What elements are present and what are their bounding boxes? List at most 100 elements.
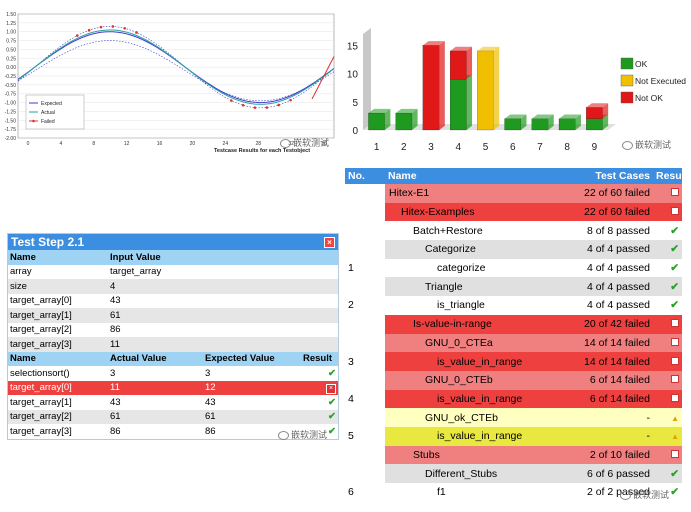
y-tick-label: 0.00 [6,65,16,71]
y-tick-label: -0.25 [5,74,17,80]
series-lower-bound [17,40,335,102]
check-icon: ✔ [670,262,679,275]
x-tick-label: 1 [374,142,380,153]
result-row[interactable]: GNU_ok_CTEb - ▲ [345,408,682,427]
fail-icon [671,188,679,197]
row-number [345,240,385,259]
row-name: Is-value-in-range [385,314,565,334]
result-row[interactable]: Hitex-E1 22 of 60 failed [345,184,682,203]
table-row[interactable]: target_array[2] 61 61 ✔ [8,409,338,424]
x-tick-label: 7 [537,142,543,153]
y-tick-label: -2.00 [5,136,17,142]
table-cell: 86 [110,425,121,437]
table-cell: 43 [110,295,121,307]
row-result: ✔ [653,464,682,483]
check-icon: ✔ [670,467,679,480]
table-cell: size [8,279,108,294]
result-row[interactable]: 6 f1 2 of 2 passed ✔ [345,483,682,502]
legend-entry: Not OK [635,93,663,103]
table-cell: target_array[2] [8,409,108,424]
check-icon: ✔ [670,280,679,293]
row-number [345,408,385,427]
failed-point [253,106,257,109]
fail-icon [671,375,679,384]
x-tick-label: 8 [564,142,570,153]
table-cell: 11 [108,380,203,395]
row-result [653,184,682,203]
result-row[interactable]: 1 categorize 4 of 4 passed ✔ [345,258,682,278]
x-tick-label: 28 [255,141,261,147]
column-header: Actual Value [108,351,203,366]
fail-icon [671,319,679,328]
row-test-cases: 4 of 4 passed [565,258,653,278]
row-name: Triangle [385,277,565,297]
fail-icon [671,393,679,402]
table-cell: target_array[1] [10,396,72,408]
row-name: Categorize [385,240,565,259]
result-row[interactable]: GNU_0_CTEb 6 of 14 failed [345,370,682,390]
table-cell: 3 [205,367,211,379]
chart-caption: Testcase Results for each Testobject [214,148,310,154]
column-header: Name [8,351,108,366]
result-row[interactable]: Stubs 2 of 10 failed [345,445,682,465]
row-test-cases: 8 of 8 passed [565,221,653,241]
table-row[interactable]: target_array[0] 43 [8,294,338,309]
table-row[interactable]: array target_array [8,265,338,280]
result-row[interactable]: 4 is_value_in_range 6 of 14 failed [345,389,682,409]
result-row[interactable]: Batch+Restore 8 of 8 passed ✔ [345,221,682,241]
failed-point [135,31,138,34]
table-cell: target_array [110,266,162,278]
table-cell: 61 [108,409,203,424]
result-row[interactable]: Different_Stubs 6 of 6 passed ✔ [345,464,682,483]
table-row[interactable]: target_array[3] 11 [8,337,338,352]
row-name: is_triangle [385,296,565,315]
column-header: Test Cases [565,168,653,184]
failed-point [289,98,292,102]
results-table: No. Name Test Cases Result Hitex-E1 22 of 60… [345,168,688,502]
result-cell: ✔ [301,409,338,424]
y-tick-label: -0.50 [5,83,17,89]
close-icon[interactable]: × [324,237,335,248]
result-row[interactable]: 2 is_triangle 4 of 4 passed ✔ [345,296,682,315]
result-row[interactable]: GNU_0_CTEa 14 of 14 failed [345,333,682,353]
table-cell: target_array[3] [8,337,108,352]
failed-point [277,103,281,107]
table-row[interactable]: selectionsort() 3 3 ✔ [8,366,338,381]
warning-icon: ▲ [671,432,679,442]
bar-segment [504,114,527,131]
table-row[interactable]: target_array[1] 61 [8,308,338,323]
x-tick-label: 20 [190,141,196,147]
result-row[interactable]: Categorize 4 of 4 passed ✔ [345,240,682,259]
table-row[interactable]: target_array[2] 86 [8,323,338,338]
row-result: ✔ [653,483,682,502]
bar-segment [368,108,391,131]
row-test-cases: 14 of 14 failed [565,333,653,353]
row-number: 1 [345,258,385,278]
row-number [345,370,385,390]
table-row[interactable]: target_array[1] 43 43 ✔ [8,395,338,410]
check-icon: ✔ [670,224,679,237]
fail-icon: × [326,383,336,394]
y-tick-label: 10 [347,70,359,81]
x-tick-label: 9 [592,142,598,153]
row-result [653,333,682,353]
result-row[interactable]: Hitex-Examples 22 of 60 failed [345,202,682,222]
result-row[interactable]: 5 is_value_in_range - ▲ [345,426,682,446]
table-cell: 86 [110,324,121,336]
result-row[interactable]: Is-value-in-range 20 of 42 failed [345,314,682,334]
table-row[interactable]: size 4 [8,279,338,294]
row-number: 2 [345,296,385,315]
test-step-panel: Test Step 2.1 × Name Input Value array tar… [7,233,339,440]
row-name: is_value_in_range [385,426,565,446]
table-row[interactable]: target_array[3] 86 86 ✔ [8,424,338,439]
watermark: 嵌软测试 [280,136,329,149]
table-row[interactable]: target_array[0] 11 12 × [8,380,338,395]
fail-icon [671,356,679,365]
row-result [653,202,682,222]
result-row[interactable]: 3 is_value_in_range 14 of 14 failed [345,352,682,371]
result-row[interactable]: Triangle 4 of 4 passed ✔ [345,277,682,297]
y-tick-label: 1.00 [6,30,16,36]
row-test-cases: 22 of 60 failed [565,202,653,222]
x-tick-label: 12 [124,141,130,147]
y-tick-label: 1.25 [6,21,16,27]
